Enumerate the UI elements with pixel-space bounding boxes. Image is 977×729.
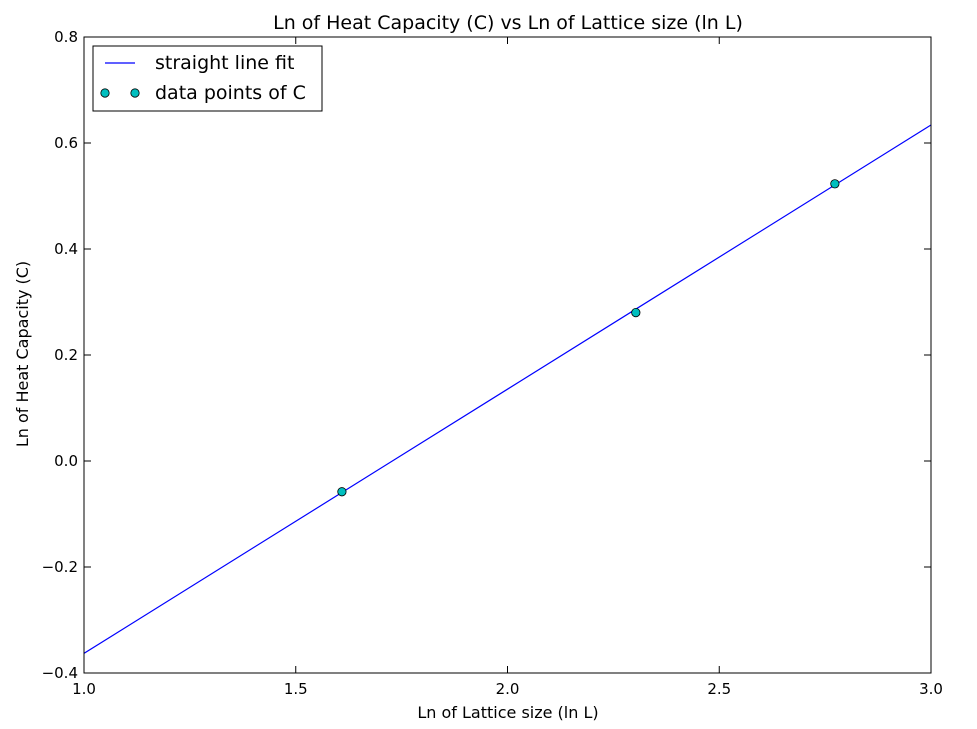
plot-frame [83, 36, 932, 674]
x-axis-label: Ln of Lattice size (ln L) [417, 703, 598, 722]
legend-marker-swatch [100, 88, 110, 98]
x-tick-label: 1.5 [284, 680, 308, 698]
legend-marker-swatch [130, 88, 140, 98]
y-tick-label: 0.2 [54, 346, 78, 364]
x-tick-label: 2.0 [496, 680, 520, 698]
data-point [830, 179, 840, 189]
x-tick-label: 3.0 [919, 680, 943, 698]
legend-box [92, 45, 323, 112]
y-tick-label: 0.8 [54, 28, 78, 46]
fit-line [84, 124, 931, 654]
data-point [631, 307, 641, 318]
chart-title: Ln of Heat Capacity (C) vs Ln of Lattice… [273, 12, 743, 34]
y-tick-label: −0.2 [42, 558, 78, 576]
y-tick-label: −0.4 [42, 664, 78, 682]
plot-area [83, 36, 932, 674]
legend-label: straight line fit [155, 52, 294, 74]
data-point [337, 487, 347, 497]
y-tick-label: 0.4 [54, 240, 78, 258]
legend: straight line fit data points of C [92, 45, 323, 112]
legend-label: data points of C [155, 82, 306, 104]
y-tick-label: 0.6 [54, 134, 78, 152]
x-tick-label: 1.0 [72, 680, 96, 698]
axis-ticks: 1.0 1.5 2.0 2.5 3.0 −0.4 −0.2 0.0 0.2 0.4 0.6 0.8 [42, 28, 943, 698]
x-tick-label: 2.5 [707, 680, 731, 698]
y-axis-label: Ln of Heat Capacity (C) [13, 261, 32, 447]
y-tick-label: 0.0 [54, 452, 78, 470]
